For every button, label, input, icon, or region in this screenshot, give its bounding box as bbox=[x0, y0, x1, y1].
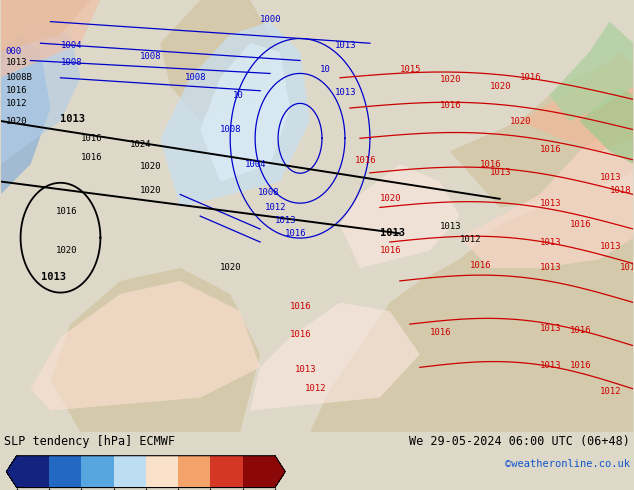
Text: 1013: 1013 bbox=[380, 228, 405, 238]
Polygon shape bbox=[200, 43, 290, 181]
Text: 1013: 1013 bbox=[41, 271, 65, 282]
Text: 1015: 1015 bbox=[400, 65, 422, 74]
Text: 1008: 1008 bbox=[60, 58, 82, 67]
Text: SLP tendency [hPa] ECMWF: SLP tendency [hPa] ECMWF bbox=[4, 435, 175, 448]
Text: 1004: 1004 bbox=[245, 160, 267, 169]
Text: 1016: 1016 bbox=[290, 330, 311, 340]
Text: 1020: 1020 bbox=[220, 264, 242, 272]
Text: 1016: 1016 bbox=[480, 160, 501, 169]
Text: 1016: 1016 bbox=[56, 207, 77, 216]
Text: 1004: 1004 bbox=[60, 41, 82, 50]
Polygon shape bbox=[310, 181, 633, 432]
Text: 1020: 1020 bbox=[6, 117, 27, 125]
Text: 10: 10 bbox=[233, 91, 244, 99]
Text: 1000: 1000 bbox=[260, 15, 281, 24]
Text: 1013: 1013 bbox=[489, 169, 511, 177]
Polygon shape bbox=[460, 121, 633, 268]
Text: 1020: 1020 bbox=[140, 186, 162, 195]
Text: 1016: 1016 bbox=[81, 134, 102, 143]
Text: 1012: 1012 bbox=[619, 264, 634, 272]
PathPatch shape bbox=[6, 456, 16, 488]
Text: We 29-05-2024 06:00 UTC (06+48): We 29-05-2024 06:00 UTC (06+48) bbox=[409, 435, 630, 448]
Text: 1013: 1013 bbox=[600, 242, 621, 251]
Text: 1020: 1020 bbox=[56, 246, 77, 255]
Text: 1012: 1012 bbox=[460, 235, 481, 245]
Text: 1012: 1012 bbox=[305, 385, 327, 393]
Text: 1012: 1012 bbox=[6, 99, 27, 108]
Text: 1016: 1016 bbox=[569, 361, 591, 369]
Polygon shape bbox=[1, 0, 91, 52]
Polygon shape bbox=[520, 52, 633, 151]
Text: 1018: 1018 bbox=[609, 186, 631, 195]
Text: 1013: 1013 bbox=[275, 216, 297, 225]
Text: 1008: 1008 bbox=[185, 74, 207, 82]
Text: 1016: 1016 bbox=[290, 302, 311, 311]
Text: 1013: 1013 bbox=[335, 41, 356, 50]
Polygon shape bbox=[340, 164, 460, 268]
Text: 1008B: 1008B bbox=[6, 74, 32, 82]
Text: 1016: 1016 bbox=[355, 156, 377, 165]
Text: 1020: 1020 bbox=[140, 162, 162, 171]
Text: ©weatheronline.co.uk: ©weatheronline.co.uk bbox=[505, 459, 630, 469]
Text: 1013: 1013 bbox=[60, 114, 86, 124]
Text: 1012: 1012 bbox=[600, 387, 621, 395]
Text: 1008: 1008 bbox=[220, 125, 242, 134]
Text: 1016: 1016 bbox=[520, 74, 541, 82]
Text: 1020: 1020 bbox=[489, 82, 511, 91]
Text: 1013: 1013 bbox=[540, 264, 561, 272]
Polygon shape bbox=[450, 65, 633, 207]
Text: 1024: 1024 bbox=[131, 140, 152, 149]
Text: 1020: 1020 bbox=[510, 117, 531, 125]
Text: 1013: 1013 bbox=[440, 222, 462, 231]
Text: 1013: 1013 bbox=[335, 88, 356, 98]
Text: 1013: 1013 bbox=[540, 361, 561, 369]
Polygon shape bbox=[250, 302, 420, 411]
Text: 1016: 1016 bbox=[430, 328, 451, 337]
Text: 1016: 1016 bbox=[6, 86, 27, 95]
Polygon shape bbox=[160, 0, 280, 121]
Text: 1016: 1016 bbox=[540, 145, 561, 153]
Text: 1012: 1012 bbox=[265, 203, 287, 212]
PathPatch shape bbox=[275, 456, 285, 488]
Polygon shape bbox=[1, 0, 100, 78]
Polygon shape bbox=[550, 22, 633, 121]
Text: 1020: 1020 bbox=[440, 75, 462, 84]
Polygon shape bbox=[1, 35, 51, 195]
Text: 1013: 1013 bbox=[540, 198, 561, 208]
Text: 1016: 1016 bbox=[440, 101, 462, 110]
Polygon shape bbox=[1, 22, 81, 164]
Text: 1008: 1008 bbox=[258, 188, 280, 197]
Polygon shape bbox=[579, 86, 633, 164]
Text: 1013: 1013 bbox=[600, 172, 621, 182]
Text: 1013: 1013 bbox=[6, 58, 27, 67]
Text: 1013: 1013 bbox=[295, 365, 316, 374]
Text: 1020: 1020 bbox=[380, 195, 401, 203]
Text: 1016: 1016 bbox=[81, 153, 102, 162]
Text: 1008: 1008 bbox=[140, 51, 162, 61]
Text: 1016: 1016 bbox=[470, 261, 491, 270]
Text: 1016: 1016 bbox=[380, 246, 401, 255]
Text: 000: 000 bbox=[6, 48, 22, 56]
Polygon shape bbox=[51, 268, 260, 432]
Text: 1013: 1013 bbox=[540, 324, 561, 333]
Text: 1016: 1016 bbox=[569, 326, 591, 335]
Text: 1016: 1016 bbox=[569, 220, 591, 229]
Text: 1016: 1016 bbox=[285, 229, 307, 238]
Text: 10: 10 bbox=[320, 65, 331, 74]
Polygon shape bbox=[160, 22, 310, 207]
Polygon shape bbox=[30, 281, 260, 411]
Text: 1013: 1013 bbox=[540, 238, 561, 246]
